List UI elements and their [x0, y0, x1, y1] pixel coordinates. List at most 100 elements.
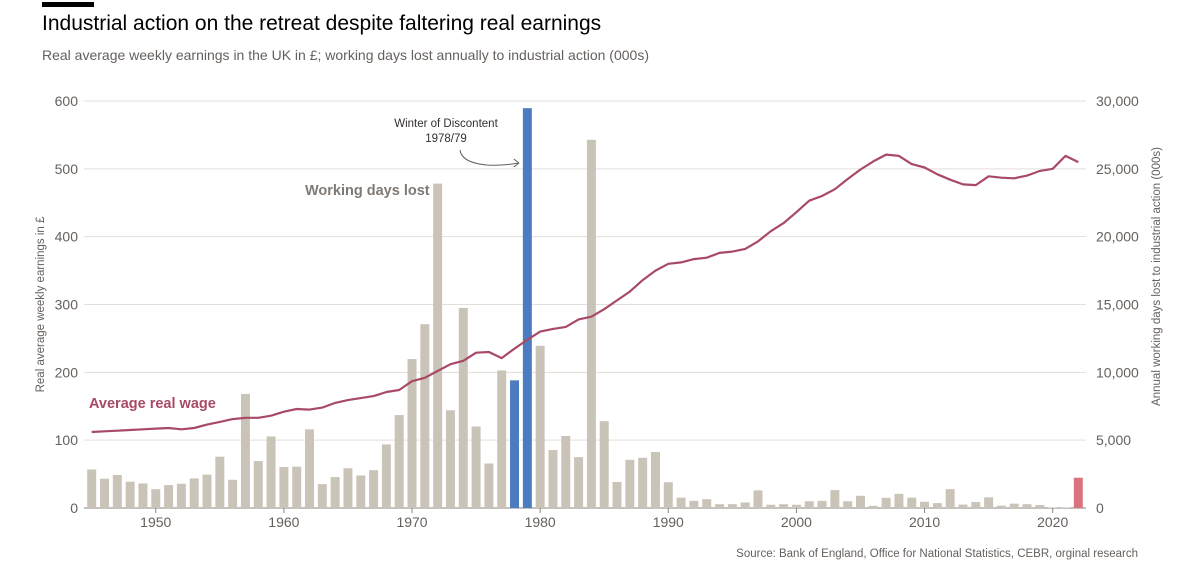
x-tick-label: 1970: [396, 514, 427, 530]
y-left-axis-label: Real average weekly earnings in £: [35, 216, 47, 392]
x-tick-label: 1980: [525, 514, 556, 530]
bar-1965: [343, 468, 353, 508]
bar-2012: [945, 489, 955, 508]
chart-title: Industrial action on the retreat despite…: [42, 12, 602, 35]
y-left-tick-label: 300: [55, 297, 79, 313]
y-right-tick-label: 15,000: [1096, 297, 1139, 313]
line-average-real-wage: [91, 153, 1079, 434]
bar-2002: [817, 500, 827, 508]
bar-1954: [202, 474, 212, 508]
chart-subtitle: Real average weekly earnings in the UK i…: [42, 47, 649, 63]
bar-1988: [638, 457, 648, 508]
bar-1973: [445, 410, 455, 508]
bar-1956: [228, 479, 238, 508]
x-tick-label: 1990: [653, 514, 684, 530]
bar-1983: [574, 457, 584, 508]
brand-bar: [42, 2, 94, 7]
bar-1958: [253, 461, 263, 508]
bar-1978: [510, 380, 520, 508]
bar-1949: [138, 483, 148, 508]
bar-2000: [791, 504, 801, 508]
bar-1955: [215, 456, 225, 508]
bar-1963: [317, 484, 327, 508]
series-label-average-real-wage: Average real wage: [89, 396, 216, 412]
bar-2008: [894, 493, 904, 508]
bar-1947: [112, 475, 122, 508]
y-right-tick-label: 0: [1096, 500, 1104, 516]
bar-2006: [868, 505, 878, 508]
bar-1996: [740, 502, 750, 508]
bar-1976: [484, 463, 494, 508]
bar-1969: [394, 415, 404, 508]
gridlines: [84, 100, 1086, 509]
axes: 0 100 200 300 400 500 600 0 5,000 10,000 15,000 20,…: [35, 93, 1163, 530]
bar-1967: [369, 470, 379, 508]
y-right-tick-label: 10,000: [1096, 364, 1139, 380]
bar-2018: [1022, 504, 1032, 508]
bar-1945: [87, 469, 97, 508]
bar-1984: [586, 139, 596, 508]
bar-2007: [881, 497, 891, 508]
bar-1961: [292, 466, 302, 508]
y-left-tick-label: 500: [55, 161, 79, 177]
bar-1946: [100, 478, 109, 508]
bar-1980: [535, 345, 545, 508]
line-series-average-real-wage: [91, 153, 1079, 434]
bar-2020: [1048, 507, 1058, 508]
bar-1959: [266, 436, 276, 508]
bar-2022: [1073, 477, 1083, 508]
x-tick-label: 2020: [1037, 514, 1068, 530]
y-left-tick-label: 600: [55, 93, 79, 109]
bar-1997: [753, 490, 763, 508]
annotation-winter-line1: Winter of Discontent: [394, 118, 498, 130]
bar-1962: [305, 429, 314, 508]
bar-2017: [1009, 503, 1019, 508]
bar-2021: [1061, 507, 1070, 508]
bar-1977: [497, 370, 507, 508]
bar-1974: [458, 307, 468, 508]
bar-2001: [804, 501, 814, 508]
bar-1953: [189, 478, 199, 508]
bar-1970: [407, 359, 417, 508]
bar-1991: [676, 497, 686, 508]
bar-2004: [843, 501, 853, 508]
source-note: Source: Bank of England, Office for Nati…: [736, 548, 1138, 560]
bar-1995: [727, 504, 737, 508]
annotation-winter-line2: 1978/79: [425, 133, 467, 145]
bar-2003: [830, 490, 840, 508]
y-right-tick-label: 20,000: [1096, 229, 1139, 245]
bar-1966: [356, 475, 366, 508]
bar-1979: [522, 108, 532, 508]
bar-1948: [125, 481, 135, 508]
bar-1985: [599, 421, 609, 508]
bar-2011: [932, 503, 942, 508]
bar-1992: [689, 500, 699, 508]
bar-1998: [766, 504, 776, 508]
bar-1950: [151, 489, 161, 508]
annotation-arrow: [459, 149, 519, 166]
bar-1968: [381, 444, 391, 508]
bar-2015: [984, 497, 994, 508]
bar-2014: [971, 502, 981, 508]
bar-1960: [279, 467, 289, 508]
y-left-tick-label: 0: [70, 500, 78, 516]
y-left-tick-label: 400: [55, 229, 79, 245]
bar-2013: [958, 504, 968, 508]
bar-2009: [907, 497, 917, 508]
bar-1975: [471, 426, 481, 508]
annotations: Winter of Discontent 1978/79 Working days …: [89, 118, 520, 412]
bar-1972: [433, 183, 443, 508]
bar-1981: [548, 450, 558, 508]
bar-1964: [330, 477, 340, 508]
bar-2010: [920, 501, 930, 508]
bar-1987: [625, 459, 635, 508]
bar-2016: [996, 505, 1006, 508]
bar-2019: [1035, 505, 1045, 508]
y-left-tick-label: 200: [55, 364, 79, 380]
bar-2005: [856, 495, 865, 508]
bar-1986: [612, 481, 622, 508]
y-left-tick-label: 100: [55, 432, 79, 448]
bar-series-working-days-lost: [87, 108, 1083, 508]
bar-1982: [561, 435, 571, 508]
